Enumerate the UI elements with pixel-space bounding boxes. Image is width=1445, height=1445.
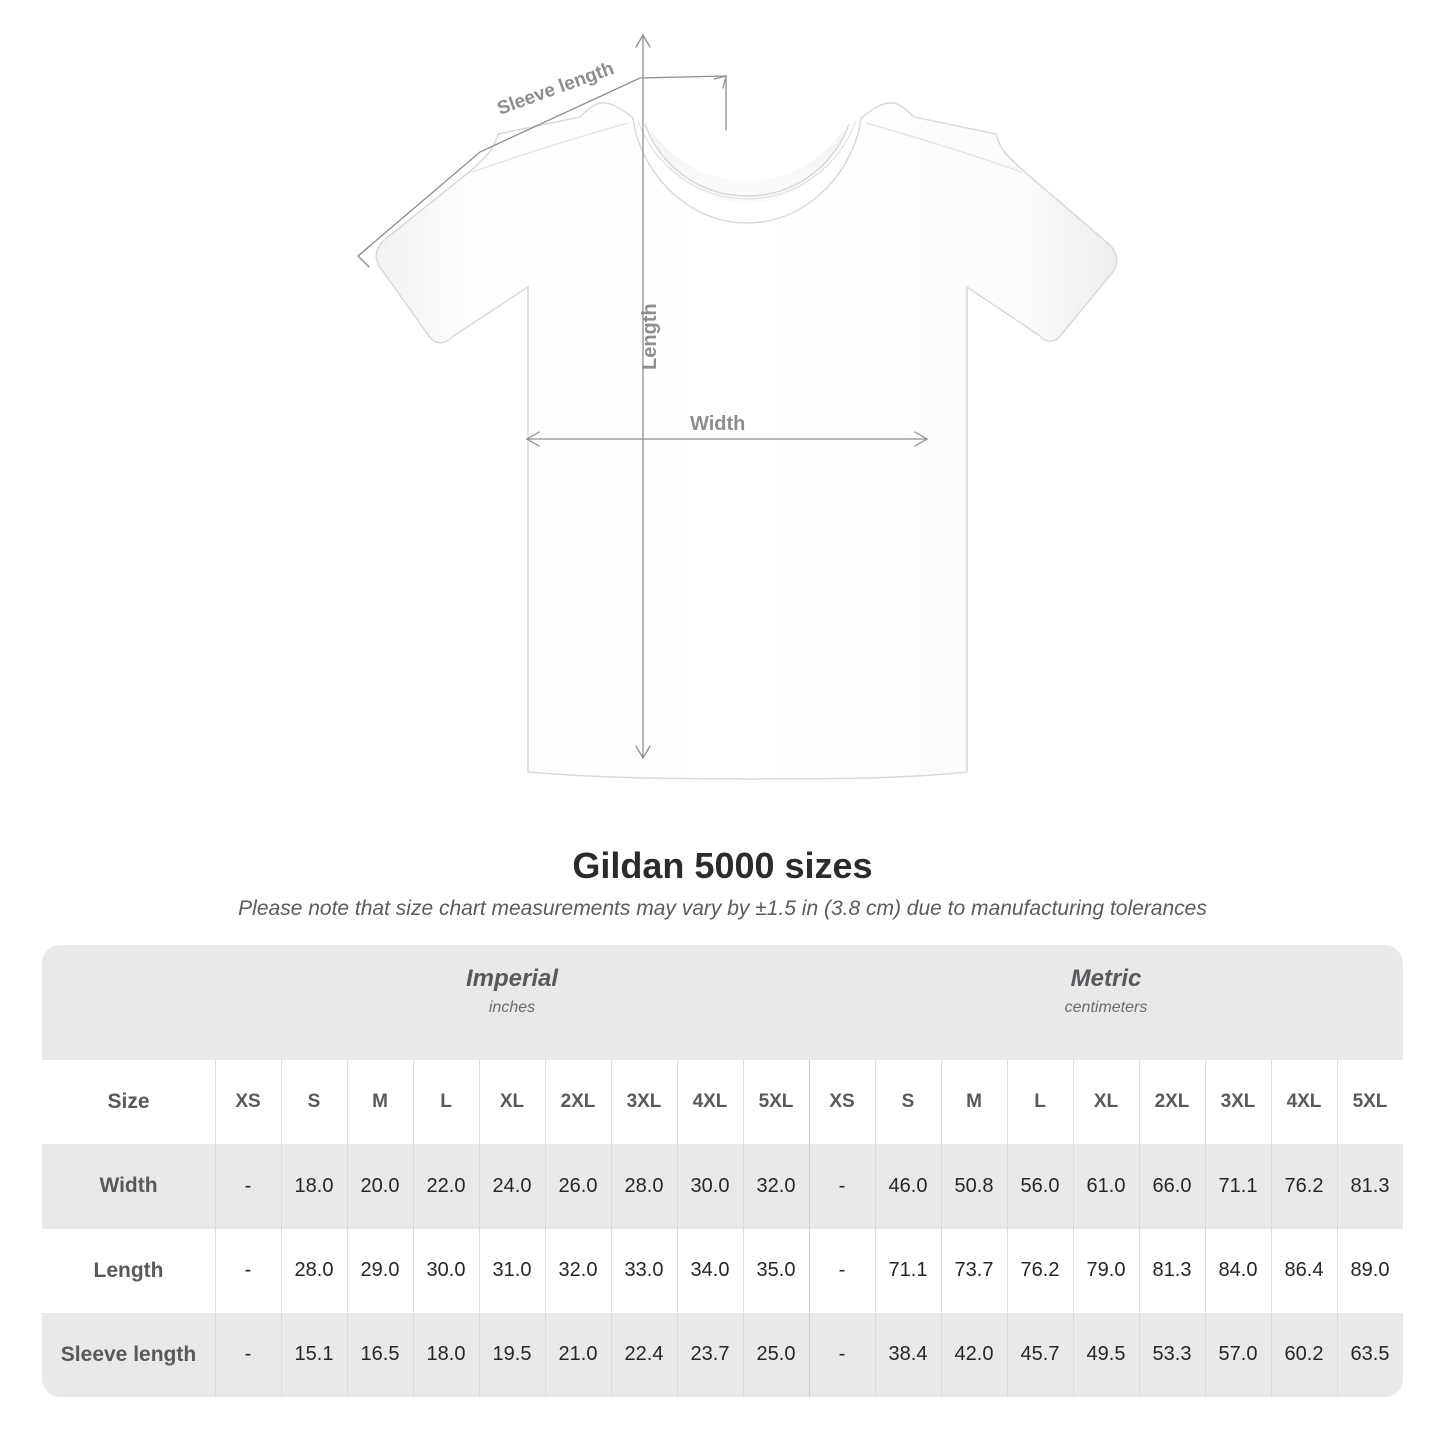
svg-text:Length: Length xyxy=(639,303,661,370)
svg-text:Width: Width xyxy=(690,413,745,435)
